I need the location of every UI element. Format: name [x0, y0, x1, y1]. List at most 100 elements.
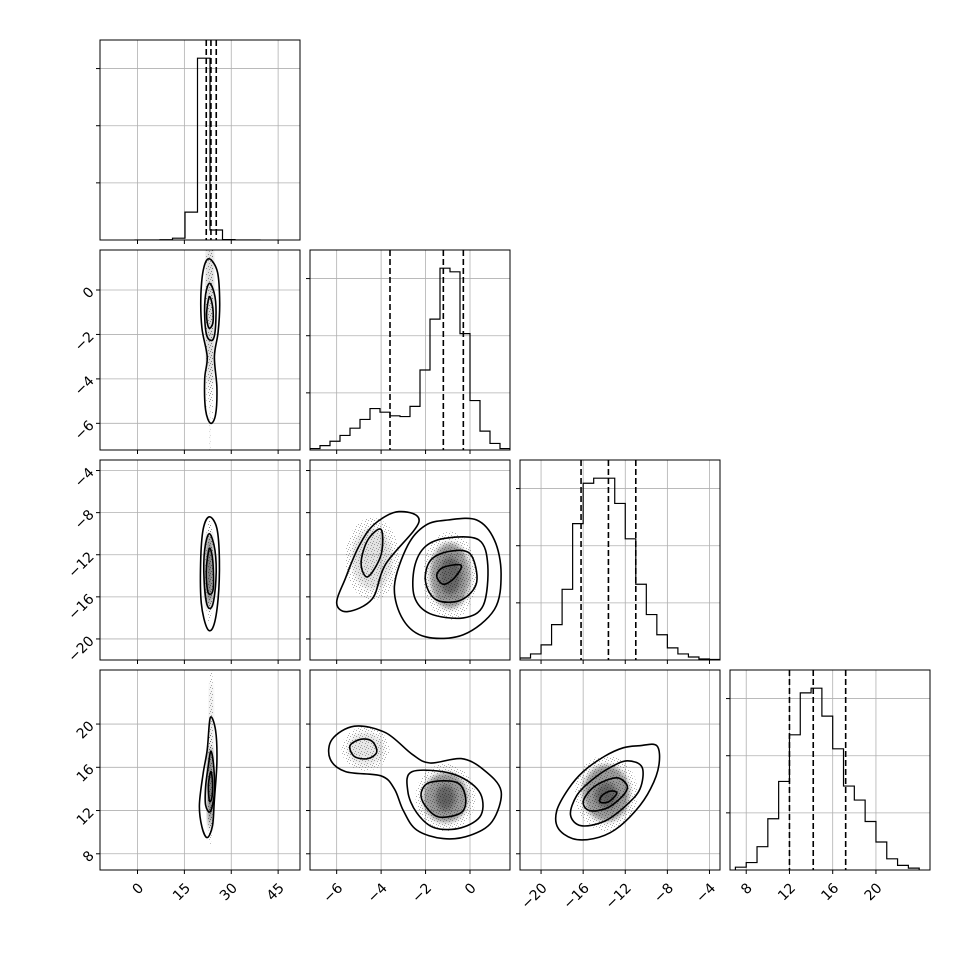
x-tick-label: 16: [818, 880, 842, 904]
panel-content: [520, 460, 720, 660]
y-tick-label: −8: [72, 507, 98, 533]
gridlines: [137, 460, 279, 660]
x-tick-label: 0: [462, 880, 480, 898]
density-blob: [442, 795, 449, 805]
hist-panel-3: 8 12 16 20: [726, 669, 931, 904]
panel-frame: [309, 249, 511, 451]
gridlines-y: [100, 470, 300, 640]
x-tick-label: −16: [561, 880, 593, 912]
y-tick-label: 16: [74, 762, 98, 786]
y-tick-label: 20: [74, 718, 98, 742]
y-tick-label: −4: [72, 373, 98, 399]
y-tick-label: −12: [65, 549, 97, 581]
panel-content: [310, 670, 510, 870]
pair-panel-2-0: −20 −16 −12 −8 −4: [65, 459, 301, 665]
y-tick-label: −4: [72, 465, 98, 491]
y-tick-label: 0: [80, 284, 98, 302]
gridlines: [730, 670, 930, 870]
panel-frame: [99, 459, 301, 661]
contour-level-2: [582, 776, 629, 812]
density-cloud: [345, 517, 477, 620]
hist-panel-0: [96, 39, 301, 244]
panel-content: [100, 250, 300, 450]
y-tick-label: 8: [80, 848, 98, 866]
histogram-2: [520, 477, 720, 660]
panel-frame: [309, 669, 511, 871]
panel-frame: [309, 459, 511, 661]
histogram-3: [734, 687, 920, 870]
x-tick-label: −8: [651, 880, 677, 906]
x-tick-label: −12: [603, 880, 635, 912]
gridlines-y: [310, 723, 510, 855]
panel-frame: [729, 669, 931, 871]
contour-level-1: [360, 528, 384, 578]
contour-level-5: [435, 563, 463, 586]
x-tick-label: 45: [264, 880, 288, 904]
contour-level-2: [205, 547, 215, 596]
gridlines: [100, 40, 300, 240]
gridlines: [520, 460, 720, 660]
x-tick-label: −2: [409, 880, 435, 906]
x-tick-label: −4: [365, 880, 391, 906]
contour-level-1: [406, 769, 484, 831]
panel-content: [310, 460, 510, 660]
contour-level-0: [199, 258, 221, 425]
histogram-1: [310, 267, 510, 450]
density-blob: [352, 528, 393, 590]
x-tick-label: 12: [775, 880, 799, 904]
gridlines: [137, 250, 279, 450]
pair-panel-3-2: −20 −16 −12 −8 −4: [516, 669, 721, 913]
gridlines-y: [100, 723, 300, 855]
contour-level-2: [207, 770, 214, 803]
density-blob: [209, 680, 213, 768]
density-cloud: [205, 520, 214, 623]
panel-content: [310, 250, 510, 450]
panel-content: [520, 670, 720, 870]
contour-level-3: [348, 738, 378, 760]
pair-panel-2-1: [306, 459, 511, 664]
gridlines: [310, 250, 510, 450]
gridlines: [137, 670, 279, 870]
y-tick-label: −6: [72, 418, 98, 444]
panel-content: [730, 670, 930, 870]
y-tick-label: −16: [65, 591, 97, 623]
contour-level-1: [203, 532, 217, 610]
panel-content: [100, 670, 300, 870]
histogram-0: [134, 57, 261, 240]
contour-level-1: [203, 282, 217, 342]
contour-level-4: [424, 549, 478, 604]
panel-frame: [99, 39, 301, 241]
x-tick-label: 20: [862, 880, 886, 904]
gridlines-y: [100, 289, 300, 424]
density-cloud: [341, 727, 476, 832]
density-cloud: [205, 250, 214, 450]
contour-level-1: [204, 750, 216, 813]
pair-panel-1-0: −6 −4 −2 0: [72, 249, 301, 454]
pair-panel-3-0: 8 12 16 20 0 15 30 45: [74, 669, 301, 904]
x-tick-label: 0: [129, 880, 147, 898]
x-tick-label: 15: [170, 880, 194, 904]
x-tick-label: 30: [217, 880, 241, 904]
contour-level-1: [569, 759, 644, 827]
contour-level-0: [335, 510, 420, 613]
density-blob: [347, 732, 384, 766]
contour-level-0: [554, 743, 661, 841]
pair-panel-3-1: −6 −4 −2 0: [306, 669, 511, 906]
contour-level-0: [199, 516, 221, 632]
panel-content: [100, 40, 300, 240]
y-tick-label: 12: [74, 805, 98, 829]
contour-level-0: [198, 716, 218, 839]
x-tick-label: −4: [693, 880, 719, 906]
y-tick-label: −20: [65, 633, 97, 665]
x-tick-label: −20: [518, 880, 550, 912]
density-blob: [451, 561, 458, 572]
x-tick-label: −6: [320, 880, 346, 906]
panel-frame: [99, 669, 301, 871]
hist-panel-1: [306, 249, 511, 454]
panel-frame: [519, 459, 721, 661]
contour-level-3: [598, 790, 618, 804]
contour-level-2: [205, 295, 215, 330]
panel-frame: [519, 669, 721, 871]
contour-level-3: [411, 536, 489, 620]
